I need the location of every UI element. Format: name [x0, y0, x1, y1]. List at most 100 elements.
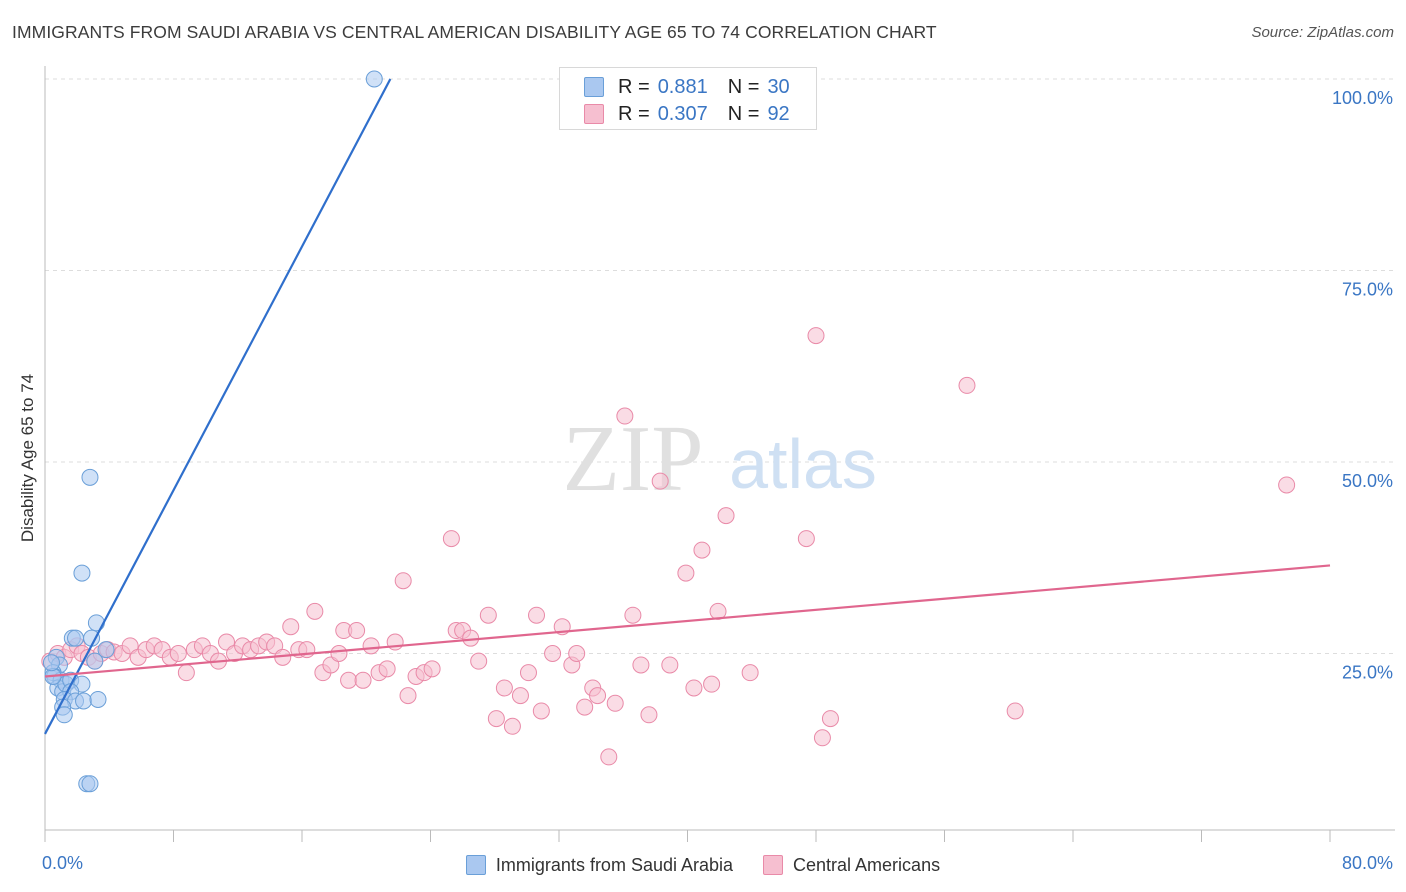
legend-stats: R = 0.881 N = 30 R = 0.307 N = 92 [559, 67, 817, 130]
data-point [661, 656, 679, 674]
y-tick-label: 75.0% [1342, 280, 1393, 300]
y-tick-label: 50.0% [1342, 471, 1393, 491]
data-point [362, 637, 380, 655]
data-point [813, 729, 831, 747]
data-point [589, 687, 607, 705]
series-saudi-arabia [42, 70, 383, 793]
watermark: ZIP atlas [563, 407, 877, 511]
trend-line [44, 78, 392, 735]
data-point [797, 530, 815, 548]
data-point [511, 687, 529, 705]
data-point [330, 645, 348, 662]
legend-label: Immigrants from Saudi Arabia [495, 854, 734, 875]
data-point [519, 664, 537, 682]
y-axis-label: Disability Age 65 to 74 [18, 373, 37, 543]
data-point [354, 671, 372, 689]
legend-series: Immigrants from Saudi Arabia Central Ame… [0, 852, 1406, 878]
data-point [600, 748, 618, 766]
data-point [677, 564, 695, 582]
legend-n-value: 92 [767, 102, 790, 125]
data-point [87, 614, 105, 632]
data-point [322, 656, 340, 674]
data-point [703, 675, 721, 693]
data-point [81, 775, 99, 793]
data-point [693, 541, 711, 559]
data-point [479, 606, 497, 624]
data-point [640, 706, 658, 724]
x-tick-label: 80.0% [1342, 853, 1393, 873]
data-point [423, 660, 441, 678]
data-point [399, 687, 417, 705]
data-point [616, 407, 634, 425]
data-point [741, 664, 759, 682]
data-point [348, 622, 366, 640]
gridlines [45, 78, 1395, 654]
legend-swatch-pink [763, 855, 784, 875]
data-point [282, 618, 300, 636]
legend-swatch-blue [584, 77, 604, 97]
y-tick-label: 100.0% [1332, 88, 1393, 108]
data-point [503, 717, 521, 735]
data-point [81, 468, 99, 486]
data-point [340, 671, 358, 689]
data-point [544, 645, 562, 662]
data-point [73, 564, 91, 582]
data-point [651, 472, 669, 490]
data-point [606, 694, 624, 712]
data-point [487, 710, 505, 728]
tick-labels: 25.0% 50.0% 75.0% 100.0% 0.0% 80.0% [42, 88, 1393, 873]
data-point [576, 698, 594, 716]
watermark-atlas: atlas [729, 425, 877, 503]
legend-label: Central Americans [793, 854, 941, 875]
legend-item-saudi[interactable]: Immigrants from Saudi Arabia [465, 854, 734, 876]
data-point [685, 679, 703, 697]
data-point [470, 652, 488, 670]
chart-title: IMMIGRANTS FROM SAUDI ARABIA VS CENTRAL … [12, 22, 937, 42]
legend-swatch-blue [465, 855, 486, 875]
data-point [89, 690, 107, 708]
data-point [306, 602, 324, 620]
data-point [442, 530, 460, 548]
data-point [532, 702, 550, 720]
data-point [75, 692, 93, 710]
data-point [958, 376, 976, 394]
legend-row-saudi: R = 0.881 N = 30 [584, 75, 790, 99]
source-attribution: Source: ZipAtlas.com [1251, 24, 1394, 41]
legend-r-value: 0.307 [657, 102, 708, 125]
data-point [821, 710, 839, 728]
trend-line [44, 564, 1331, 678]
data-point [624, 606, 642, 624]
y-tick-label: 25.0% [1342, 663, 1393, 683]
data-point [97, 641, 115, 659]
data-point [717, 507, 735, 525]
data-point [42, 654, 60, 672]
data-point [528, 606, 546, 624]
x-tick-label: 0.0% [42, 853, 83, 873]
data-point [568, 645, 586, 662]
data-point [394, 572, 412, 590]
data-point [86, 652, 104, 670]
data-point [169, 645, 187, 662]
data-point [266, 637, 284, 655]
data-point [495, 679, 513, 697]
legend-n-value: 30 [767, 75, 790, 98]
legend-r-value: 0.881 [657, 75, 708, 98]
legend-swatch-pink [584, 104, 604, 124]
data-point [177, 664, 195, 682]
data-point [121, 637, 139, 655]
data-point [807, 327, 825, 345]
watermark-zip: ZIP [563, 407, 704, 511]
legend-row-central: R = 0.307 N = 92 [584, 102, 790, 126]
legend-item-central[interactable]: Central Americans [763, 855, 940, 876]
data-point [218, 633, 236, 651]
legend-n-label: N = [727, 102, 760, 125]
trend-lines [44, 78, 1331, 735]
data-point [378, 660, 396, 678]
series-central-americans [41, 327, 1296, 766]
data-point [1278, 476, 1296, 494]
legend-r-label: R = [618, 102, 650, 125]
data-point [1006, 702, 1024, 720]
data-point [67, 629, 85, 647]
data-point [632, 656, 650, 674]
